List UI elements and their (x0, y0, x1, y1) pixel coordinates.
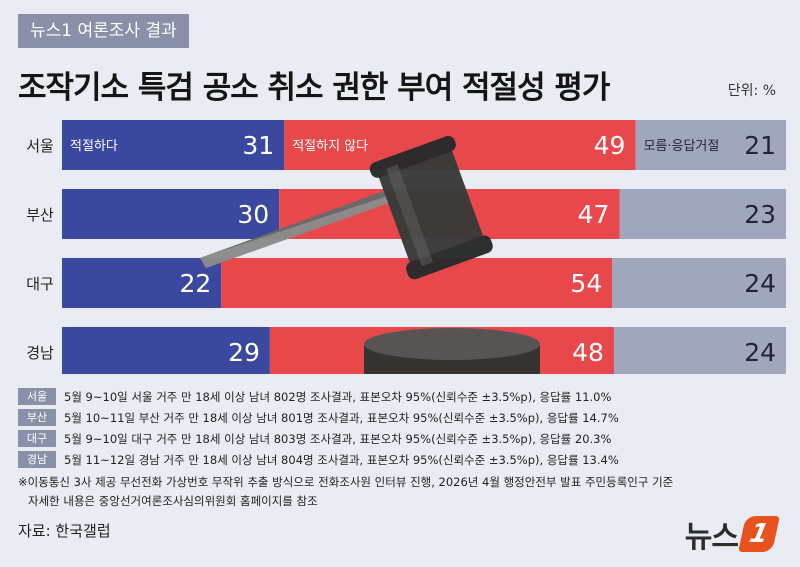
note-text: 5월 11~12일 경남 거주 만 18세 이상 남녀 804명 조사결과, 표… (64, 452, 619, 467)
gavel-head-shine (386, 164, 434, 267)
logo-mark-icon: 1 (738, 516, 780, 552)
bar-segment-0 (62, 189, 280, 239)
bar-row-2: 대구 22 54 24 (26, 258, 786, 308)
category-label: 대구 (26, 275, 54, 293)
bar-segment-2 (619, 189, 786, 239)
bar-row-0: 서울 31 적절하다 49 적절하지 않다 21 모름·응답거절 (26, 120, 786, 170)
note-row-gyeongnam: 경남 5월 11~12일 경남 거주 만 18세 이상 남녀 804명 조사결과… (18, 449, 788, 470)
data-label: 29 (228, 338, 260, 367)
data-label: 48 (572, 338, 604, 367)
data-label: 24 (744, 269, 776, 298)
series-label: 모름·응답거절 (643, 139, 719, 154)
gavel-head-group (369, 135, 493, 280)
note-text: 5월 10~11일 부산 거주 만 18세 이상 남녀 801명 조사결과, 표… (64, 410, 619, 425)
note-row-daegu: 대구 5월 9~10일 대구 거주 만 18세 이상 남녀 803명 조사결과,… (18, 428, 788, 449)
note-row-seoul: 서울 5월 9~10일 서울 거주 만 18세 이상 남녀 802명 조사결과,… (18, 386, 788, 407)
data-label: 49 (594, 131, 626, 160)
data-label: 47 (578, 200, 610, 229)
chart-title: 조작기소 특검 공소 취소 권한 부여 적절성 평가 (18, 70, 610, 106)
gavel-handle-highlight-shape (200, 186, 420, 268)
data-label: 24 (744, 338, 776, 367)
methodology-footnote: ※이동통신 3사 제공 무선전화 가상번호 무작위 추출 방식으로 전화조사원 … (18, 475, 674, 489)
data-label: 22 (179, 269, 211, 298)
gavel-head-cap-bottom (406, 235, 493, 280)
category-label: 부산 (26, 206, 54, 224)
bar-segment-1 (284, 120, 636, 170)
gavel-icon (200, 135, 540, 374)
survey-notes: 서울 5월 9~10일 서울 거주 만 18세 이상 남녀 802명 조사결과,… (18, 386, 788, 509)
note-tag: 서울 (18, 388, 56, 405)
data-label: 31 (242, 131, 274, 160)
series-label: 적절하다 (70, 139, 118, 154)
bar-segment-2 (612, 258, 786, 308)
data-label: 30 (237, 200, 269, 229)
data-label: 54 (570, 269, 602, 298)
bar-segment-0 (62, 258, 222, 308)
category-label: 서울 (26, 137, 54, 155)
kicker-label: 뉴스1 여론조사 결과 (18, 14, 189, 48)
bar-segment-2 (635, 120, 786, 170)
data-label: 23 (744, 200, 776, 229)
data-label: 21 (744, 131, 776, 160)
reference-footnote: 자세한 내용은 중앙선거여론조사심의위원회 홈페이지를 참조 (28, 494, 318, 508)
bar-segment-2 (613, 327, 786, 374)
gavel-head-shape (378, 144, 485, 271)
note-row-busan: 부산 5월 10~11일 부산 거주 만 18세 이상 남녀 801명 조사결과… (18, 407, 788, 428)
unit-label: 단위: % (727, 83, 776, 99)
note-tag: 부산 (18, 409, 56, 426)
sound-block-top (364, 328, 540, 360)
news1-logo: 뉴스 1 (684, 512, 780, 556)
bar-row-3: 경남 29 48 24 (26, 327, 786, 374)
bar-segment-0 (62, 120, 285, 170)
note-text: 5월 9~10일 대구 거주 만 18세 이상 남녀 803명 조사결과, 표본… (64, 431, 612, 446)
category-label: 경남 (26, 344, 54, 362)
series-label: 적절하지 않다 (292, 139, 368, 154)
note-tag: 경남 (18, 451, 56, 468)
note-tag: 대구 (18, 430, 56, 447)
source-label: 자료: 한국갤럽 (18, 522, 111, 540)
note-text: 5월 9~10일 서울 거주 만 18세 이상 남녀 802명 조사결과, 표본… (64, 389, 612, 404)
bar-segment-0 (62, 327, 270, 374)
logo-text: 뉴스 (684, 520, 739, 555)
